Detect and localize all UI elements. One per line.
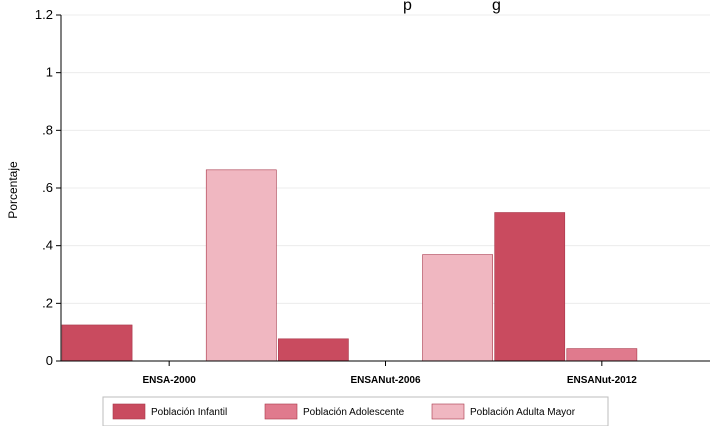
- legend-label: Población Adolescente: [303, 407, 405, 418]
- bar: [278, 338, 349, 362]
- bar: [566, 348, 638, 362]
- legend-label: Población Adulta Mayor: [470, 407, 576, 418]
- y-tick-label: 0: [46, 353, 53, 368]
- y-tick-label: .8: [42, 122, 53, 137]
- legend-swatch: [264, 403, 298, 420]
- legend-swatch: [112, 403, 146, 420]
- axes: 0 .2 .4 .6 .8 1 1.2 ENSA-2000 ENSANut-2006 ENSANu…: [35, 7, 710, 386]
- legend: Población Infantil Población Adolescente P…: [102, 396, 609, 427]
- chart-title-fragment-2: g: [492, 0, 501, 14]
- chart-title-fragment-1: p: [403, 0, 412, 14]
- y-tick-label: .4: [42, 238, 53, 253]
- bar: [422, 254, 493, 362]
- legend-label: Población Infantil: [151, 407, 227, 418]
- bar: [205, 169, 277, 362]
- x-category-label: ENSA-2000: [142, 375, 196, 386]
- y-axis-title: Porcentaje: [6, 161, 20, 219]
- x-category-label: ENSANut-2006: [350, 375, 420, 386]
- bars: [61, 169, 638, 362]
- x-category-label: ENSANut-2012: [567, 375, 637, 386]
- y-tick-label: 1: [46, 65, 53, 80]
- bar: [61, 324, 133, 362]
- gridlines: [61, 14, 710, 304]
- y-tick-label: .2: [42, 295, 53, 310]
- legend-swatch: [431, 403, 465, 420]
- y-tick-label: .6: [42, 180, 53, 195]
- legend-box: [102, 396, 609, 427]
- bar: [494, 212, 566, 362]
- y-tick-label: 1.2: [35, 7, 53, 22]
